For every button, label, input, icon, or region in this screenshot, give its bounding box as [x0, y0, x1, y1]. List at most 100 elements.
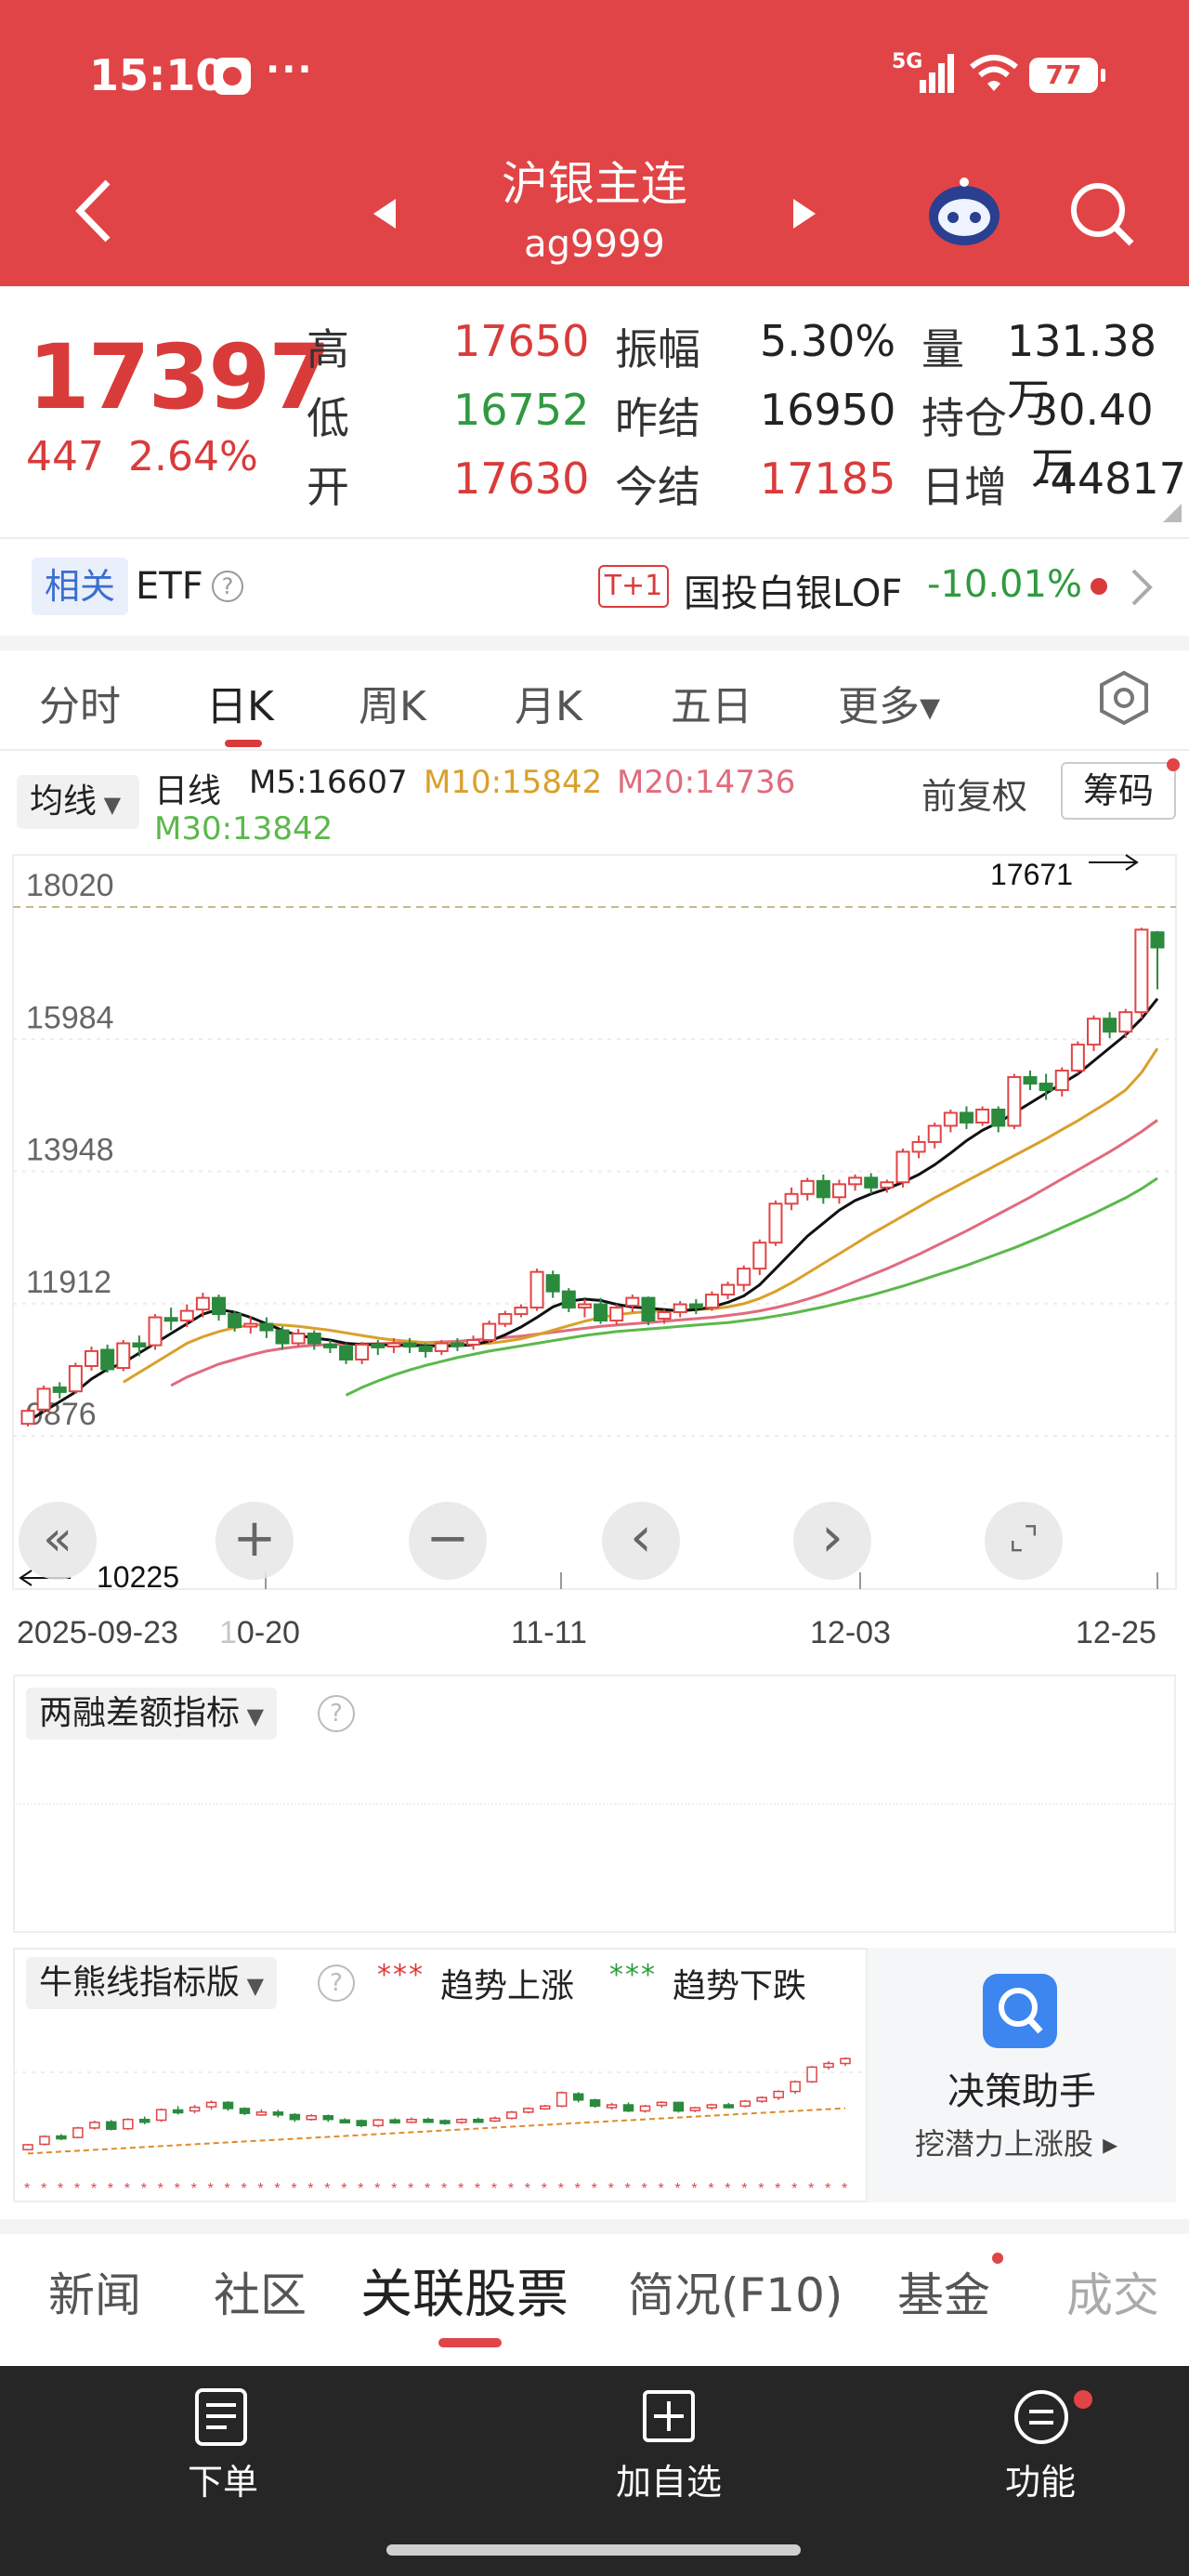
tab-fund[interactable]: 基金	[897, 2268, 990, 2322]
prev-contract-icon[interactable]	[370, 195, 398, 232]
search-icon[interactable]	[1068, 180, 1135, 247]
plus-icon: +	[232, 1508, 277, 1569]
y-tick-label: 18020	[26, 868, 114, 903]
tab-related-stocks[interactable]: 关联股票	[360, 2265, 568, 2325]
candle-body	[100, 1348, 115, 1371]
tab-trades[interactable]: 成交	[1066, 2268, 1159, 2322]
tab-five-day[interactable]: 五日	[671, 683, 752, 730]
mini-candle-body	[823, 2062, 834, 2069]
tab-news[interactable]: 新闻	[48, 2268, 141, 2322]
fullscreen-button[interactable]: ⌞⌝	[985, 1502, 1063, 1580]
candle-body	[816, 1179, 830, 1199]
candle-body	[1150, 931, 1165, 949]
related-fund-change: -10.01%	[927, 563, 1082, 606]
help-icon[interactable]: ?	[318, 1965, 355, 2002]
tab-community[interactable]: 社区	[214, 2268, 307, 2322]
candle-body	[545, 1274, 560, 1293]
nav-order[interactable]: 下单	[187, 2462, 258, 2503]
zoom-in-button[interactable]: +	[216, 1502, 294, 1580]
zoom-out-button[interactable]: −	[409, 1502, 487, 1580]
trend-star: *	[58, 2181, 63, 2197]
settings-hexagon-icon[interactable]	[1096, 669, 1152, 727]
tab-intraday[interactable]: 分时	[39, 683, 121, 730]
page-title: 沪银主连	[502, 157, 687, 211]
mini-candle-body	[539, 2105, 551, 2110]
contract-code: ag9999	[524, 223, 665, 266]
value-high: 17650	[453, 316, 590, 366]
nav-add-watchlist[interactable]: 加自选	[615, 2462, 722, 2503]
tab-more[interactable]: 更多▾	[838, 683, 941, 730]
margin-indicator-select[interactable]: 两融差额指标 ▼	[26, 1688, 278, 1740]
kline-chart[interactable]: 18020159841394811912987617671102252025-0…	[0, 743, 1189, 1654]
tab-profile-f10[interactable]: 简况(F10)	[628, 2268, 843, 2322]
trend-star: *	[74, 2181, 80, 2197]
trend-star: *	[608, 2181, 614, 2197]
chips-button[interactable]: 筹码	[1061, 762, 1176, 820]
candle-body	[179, 1309, 194, 1322]
back-arrow-icon[interactable]	[71, 177, 117, 245]
mini-candle-body	[806, 2066, 817, 2083]
assistant-subtitle: 挖潜力上涨股 ▸	[914, 2126, 1118, 2162]
mini-candle-body	[423, 2118, 434, 2123]
mini-candle-body	[689, 2107, 701, 2111]
candle-body	[212, 1296, 227, 1316]
corner-mark-icon	[1163, 504, 1182, 522]
mini-candle-body	[22, 2144, 33, 2150]
trend-star: *	[825, 2181, 830, 2197]
mini-candle-body	[255, 2111, 268, 2116]
home-indicator[interactable]	[386, 2544, 801, 2556]
trend-star: *	[741, 2181, 747, 2197]
divider	[0, 537, 1189, 539]
trend-star: *	[91, 2181, 97, 2197]
tab-daily-k[interactable]: 日K	[206, 683, 274, 730]
tab-monthly-k[interactable]: 月K	[515, 683, 582, 730]
ma-line-m5	[27, 997, 1159, 1423]
adjust-mode[interactable]: 前复权	[921, 776, 1028, 817]
ma-line-m30	[345, 1176, 1158, 1397]
high-price-marker: 17671	[990, 858, 1073, 891]
mini-candle-body	[205, 2101, 217, 2108]
rewind-icon: «	[43, 1511, 72, 1567]
chevron-right-icon[interactable]	[1128, 567, 1156, 608]
related-fund-name[interactable]: 国投白银LOF	[684, 572, 903, 615]
add-watchlist-icon[interactable]	[641, 2388, 697, 2444]
related-badge: 相关	[32, 558, 128, 615]
trend-star: *	[708, 2181, 713, 2197]
robot-assistant-icon[interactable]	[925, 177, 1003, 247]
order-document-icon[interactable]	[193, 2386, 249, 2448]
candle-body	[466, 1339, 481, 1346]
bull-bear-select[interactable]: 牛熊线指标版 ▼	[26, 1957, 278, 2009]
rewind-button[interactable]: «	[19, 1502, 97, 1580]
tab-weekly-k[interactable]: 周K	[359, 683, 426, 730]
t1-tag: T+1	[598, 565, 669, 608]
trend-star: *	[441, 2181, 447, 2197]
value-daily-change: -44817	[1035, 453, 1186, 504]
etf-help-icon[interactable]: ?	[212, 571, 243, 602]
mini-candle-body	[473, 2118, 484, 2123]
label-open-interest: 持仓	[921, 393, 1007, 443]
mini-candle-body	[456, 2118, 467, 2123]
trend-star: *	[108, 2181, 113, 2197]
nav-functions[interactable]: 功能	[1004, 2462, 1076, 2503]
candle-body	[737, 1268, 751, 1286]
scroll-right-button[interactable]: ›	[793, 1502, 871, 1580]
header-bar: 15:10 ··· 5G 77 沪银主连 ag9999	[0, 0, 1189, 286]
help-icon[interactable]: ?	[318, 1695, 355, 1732]
candle-body	[991, 1108, 1006, 1127]
trend-star: *	[291, 2181, 296, 2197]
next-contract-icon[interactable]	[791, 195, 819, 232]
candle-body	[721, 1283, 736, 1296]
section-gap	[0, 636, 1189, 651]
trend-star: *	[241, 2181, 246, 2197]
status-time: 15:10	[89, 50, 226, 100]
trend-star: *	[674, 2181, 680, 2197]
ma-select-dropdown[interactable]: 均线 ▼	[17, 775, 139, 829]
menu-circle-icon[interactable]	[1013, 2388, 1070, 2446]
scroll-left-button[interactable]: ‹	[602, 1502, 680, 1580]
mini-candle-body	[656, 2101, 668, 2107]
candle-body	[880, 1181, 895, 1189]
value-amplitude: 5.30%	[760, 316, 896, 366]
candle-body	[1118, 1011, 1133, 1033]
trend-star: *	[358, 2181, 363, 2197]
trend-star: *	[508, 2181, 514, 2197]
